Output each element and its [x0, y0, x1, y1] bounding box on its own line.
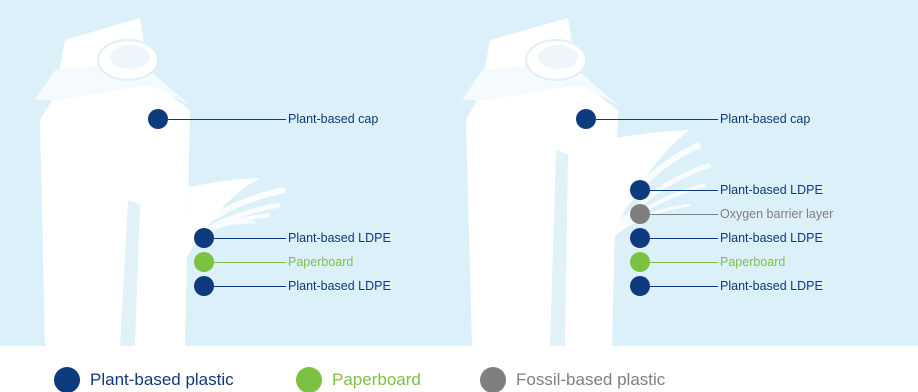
plant-dot: [148, 109, 168, 129]
plant-dot: [630, 276, 650, 296]
callout-line: [214, 286, 286, 287]
callout-label: Plant-based LDPE: [288, 231, 391, 245]
legend-label: Paperboard: [332, 370, 421, 389]
plant-dot: [576, 109, 596, 129]
callout-label: Plant-based cap: [720, 112, 811, 126]
legend-label: Fossil-based plastic: [516, 370, 666, 389]
plant-dot: [630, 180, 650, 200]
legend-item-plant: Plant-based plastic: [54, 367, 234, 392]
diagram-panel: Plant-based cap Plant-based LDPE Paperbo…: [0, 0, 918, 346]
callout-label: Plant-based cap: [288, 112, 379, 126]
plant-dot: [194, 276, 214, 296]
fossil-dot: [480, 367, 506, 392]
plant-dot: [630, 228, 650, 248]
callout-line: [596, 119, 718, 120]
callout-label: Plant-based LDPE: [720, 279, 823, 293]
legend: Plant-based plastic Paperboard Fossil-ba…: [0, 346, 918, 392]
paper-dot: [194, 252, 214, 272]
callout-label: Plant-based LDPE: [720, 231, 823, 245]
plant-dot: [54, 367, 80, 392]
callout-line: [214, 262, 286, 263]
callout-line: [214, 238, 286, 239]
callout-label: Paperboard: [720, 255, 786, 269]
callout-label: Paperboard: [288, 255, 354, 269]
callout-line: [650, 190, 718, 191]
callout-label: Plant-based LDPE: [288, 279, 391, 293]
plant-dot: [194, 228, 214, 248]
callout-line: [168, 119, 286, 120]
right-carton-illustration: [462, 18, 711, 346]
callout-line: [650, 286, 718, 287]
callout-label: Plant-based LDPE: [720, 183, 823, 197]
legend-item-paper: Paperboard: [296, 367, 421, 392]
fossil-dot: [630, 204, 650, 224]
legend-item-fossil: Fossil-based plastic: [480, 367, 666, 392]
paper-dot: [630, 252, 650, 272]
callout-line: [650, 214, 718, 215]
legend-label: Plant-based plastic: [90, 370, 234, 389]
callout-line: [650, 238, 718, 239]
paper-dot: [296, 367, 322, 392]
callout-line: [650, 262, 718, 263]
callout-label: Oxygen barrier layer: [720, 207, 834, 221]
